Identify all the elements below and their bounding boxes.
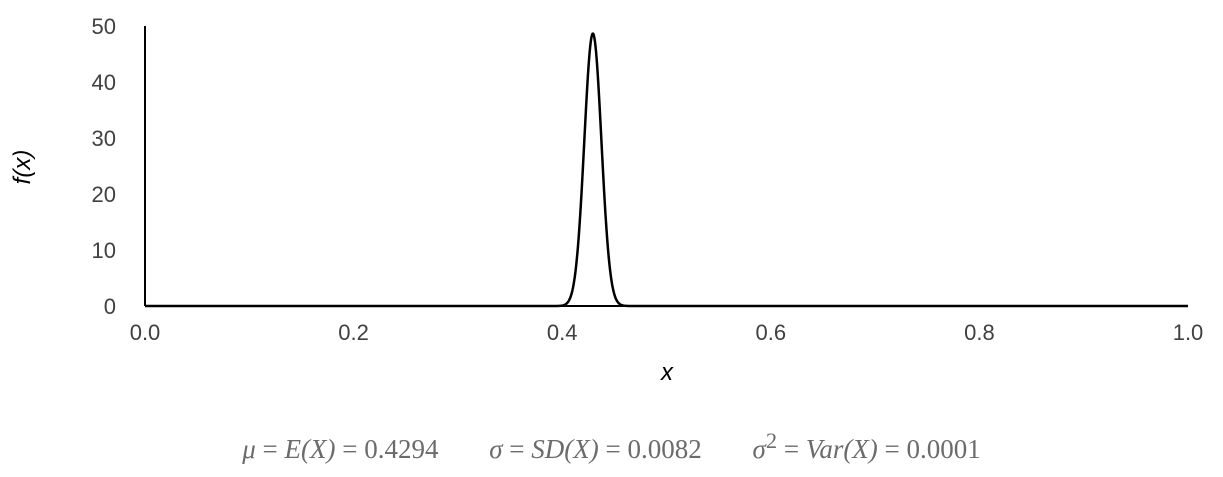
x-tick-label: 0.8 <box>964 320 995 345</box>
x-axis-label: x <box>660 359 674 386</box>
variance-stat: σ2 = Var(X) = 0.0001 <box>752 428 981 464</box>
y-tick-label: 10 <box>92 238 116 263</box>
density-curve <box>144 32 1189 308</box>
density-chart: 0 10 20 30 40 50 0.0 0.2 0.4 0.6 0.8 1.0 f(x) x <box>9 14 1204 386</box>
sd-stat: σ = SD(X) = 0.0082 <box>489 434 702 464</box>
y-tick-label: 40 <box>92 70 116 95</box>
y-axis-ticks: 0 10 20 30 40 50 <box>92 14 116 319</box>
x-tick-label: 0.2 <box>338 320 369 345</box>
y-tick-label: 30 <box>92 126 116 151</box>
x-tick-label: 1.0 <box>1173 320 1204 345</box>
y-tick-label: 50 <box>92 14 116 39</box>
y-axis-label: f(x) <box>9 150 36 185</box>
x-axis-ticks: 0.0 0.2 0.4 0.6 0.8 1.0 <box>130 320 1204 345</box>
mean-stat: μ = E(X) = 0.4294 <box>242 434 439 464</box>
y-tick-label: 0 <box>104 294 116 319</box>
x-tick-label: 0.6 <box>756 320 787 345</box>
summary-statistics: μ = E(X) = 0.4294 σ = SD(X) = 0.0082 σ2 … <box>0 428 1223 465</box>
y-tick-label: 20 <box>92 182 116 207</box>
x-tick-label: 0.4 <box>547 320 578 345</box>
x-tick-label: 0.0 <box>130 320 161 345</box>
